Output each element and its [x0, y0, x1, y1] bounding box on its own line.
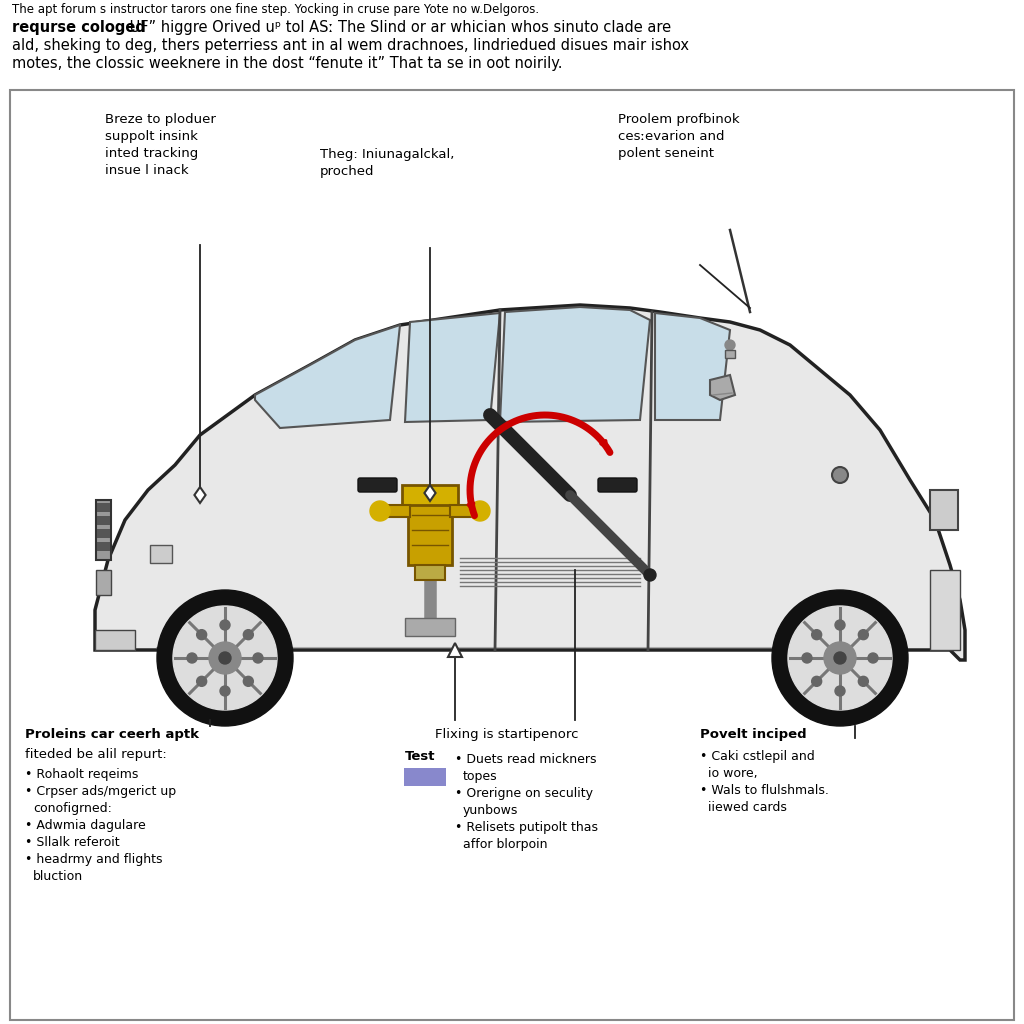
Circle shape: [772, 590, 908, 726]
Text: • Rohaolt reqeims: • Rohaolt reqeims: [25, 768, 138, 781]
Circle shape: [197, 630, 207, 640]
Circle shape: [831, 467, 848, 483]
Circle shape: [173, 606, 278, 710]
Circle shape: [802, 653, 812, 663]
Text: yunbows: yunbows: [463, 804, 518, 817]
Text: iiewed cards: iiewed cards: [708, 801, 786, 814]
Text: io wore,: io wore,: [708, 767, 758, 780]
Bar: [96, 500, 111, 560]
Text: Test: Test: [406, 750, 435, 763]
Bar: [380, 505, 410, 517]
Bar: [930, 490, 958, 530]
Text: Proolem profbinok
cesːevarion and
polent seneint: Proolem profbinok cesːevarion and polent…: [618, 113, 739, 160]
Polygon shape: [449, 643, 462, 657]
Bar: [402, 485, 458, 505]
Circle shape: [834, 652, 846, 664]
Text: • Crpser ads/mgerict up: • Crpser ads/mgerict up: [25, 785, 176, 798]
Bar: [930, 570, 961, 650]
Circle shape: [824, 642, 856, 674]
Polygon shape: [406, 313, 500, 422]
Circle shape: [187, 653, 197, 663]
Circle shape: [219, 652, 231, 664]
Text: • Orerigne on seculity: • Orerigne on seculity: [455, 787, 593, 800]
Polygon shape: [95, 305, 965, 660]
Circle shape: [220, 620, 230, 630]
Text: • Sllalk referoit: • Sllalk referoit: [25, 836, 120, 849]
Circle shape: [370, 501, 390, 521]
Text: • Duets read mickners: • Duets read mickners: [455, 753, 597, 766]
Text: • Relisets putipolt thas: • Relisets putipolt thas: [455, 821, 598, 834]
Text: • headrmy and flights: • headrmy and flights: [25, 853, 163, 866]
Text: topes: topes: [463, 770, 498, 783]
Circle shape: [244, 630, 253, 640]
Circle shape: [725, 340, 735, 350]
Polygon shape: [655, 313, 730, 420]
Bar: [725, 350, 735, 358]
Circle shape: [644, 569, 656, 581]
Text: bluction: bluction: [33, 870, 83, 883]
Circle shape: [244, 676, 253, 686]
Text: requrse cologed: requrse cologed: [12, 20, 145, 35]
FancyBboxPatch shape: [358, 478, 397, 492]
Text: motes, the clossic weeknere in the dost “fenute it” That ta se in oot noirily.: motes, the clossic weeknere in the dost …: [12, 56, 562, 71]
Bar: [97, 516, 110, 525]
Circle shape: [197, 676, 207, 686]
Circle shape: [157, 590, 293, 726]
Text: Flixing is startipenorc: Flixing is startipenorc: [435, 728, 579, 741]
Polygon shape: [195, 487, 206, 503]
Bar: [450, 505, 480, 517]
Text: • Wals to flulshmals.: • Wals to flulshmals.: [700, 784, 828, 797]
Text: • Caki cstlepil and: • Caki cstlepil and: [700, 750, 815, 763]
Bar: [97, 503, 110, 512]
Text: ald, sheking to deg, thers peterriess ant in al wem drachnoes, lindriedued disue: ald, sheking to deg, thers peterriess an…: [12, 38, 689, 53]
Text: Povelt inciped: Povelt inciped: [700, 728, 807, 741]
Bar: [96, 570, 111, 595]
Circle shape: [858, 676, 868, 686]
Bar: [97, 542, 110, 551]
Text: UF” higgre Orived uᵖ tol ASː The Slind or ar whician whos sinuto clade are: UF” higgre Orived uᵖ tol ASː The Slind o…: [125, 20, 671, 35]
Circle shape: [812, 630, 821, 640]
Text: Breze to ploduer
suppolt insink
inted tracking
insue l inack: Breze to ploduer suppolt insink inted tr…: [105, 113, 216, 177]
Circle shape: [220, 686, 230, 696]
Text: affor blorpoin: affor blorpoin: [463, 838, 548, 851]
Circle shape: [209, 642, 241, 674]
Circle shape: [868, 653, 878, 663]
Circle shape: [812, 676, 821, 686]
Text: fiteded be alil repurt:: fiteded be alil repurt:: [25, 748, 167, 761]
Text: The apt forum s instructor tarors one fine step. Yocking in cruse pare Yote no w: The apt forum s instructor tarors one fi…: [12, 3, 539, 16]
Circle shape: [470, 501, 490, 521]
Circle shape: [835, 620, 845, 630]
Polygon shape: [500, 307, 650, 422]
Bar: [415, 565, 445, 580]
Text: conofigrned:: conofigrned:: [33, 802, 112, 815]
Polygon shape: [255, 325, 400, 428]
Bar: [408, 500, 452, 565]
Bar: [97, 529, 110, 538]
Bar: [150, 545, 172, 563]
Circle shape: [788, 606, 892, 710]
Bar: [95, 630, 135, 650]
Bar: [406, 618, 455, 636]
Text: Proleins car ceerh aptk: Proleins car ceerh aptk: [25, 728, 199, 741]
Circle shape: [835, 686, 845, 696]
FancyBboxPatch shape: [598, 478, 637, 492]
Polygon shape: [424, 485, 435, 501]
Circle shape: [858, 630, 868, 640]
Polygon shape: [710, 375, 735, 400]
Text: • Adwmia dagulare: • Adwmia dagulare: [25, 819, 145, 831]
Bar: [404, 768, 446, 786]
Text: Theg: Iniunagalckal,
proched: Theg: Iniunagalckal, proched: [319, 148, 455, 178]
Circle shape: [253, 653, 263, 663]
